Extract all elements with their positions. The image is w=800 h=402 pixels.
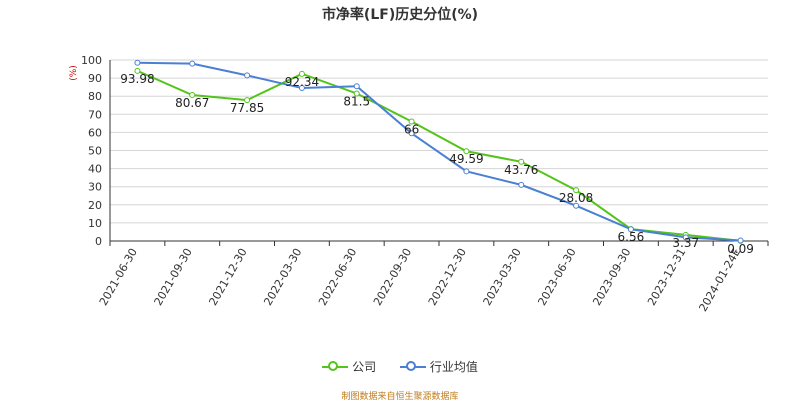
data-point — [244, 72, 251, 79]
x-tick-label: 2022-06-30 — [316, 246, 359, 308]
legend-swatch-company — [322, 360, 349, 373]
y-tick-label: 100 — [81, 54, 102, 67]
data-point — [737, 237, 744, 244]
data-label: 66 — [404, 123, 419, 137]
x-tick-label: 2023-12-31 — [645, 246, 688, 308]
x-tick-label: 2022-12-30 — [426, 246, 469, 308]
data-point — [244, 97, 251, 104]
x-tick-label: 2024-01-24E — [696, 246, 743, 314]
data-point — [518, 158, 525, 165]
data-label: 3.37 — [672, 236, 699, 250]
x-tick-label: 2021-12-30 — [206, 246, 249, 308]
legend-label-industry-average: 行业均值 — [429, 360, 478, 374]
x-tick-label: 2021-09-30 — [152, 246, 195, 308]
data-point — [518, 181, 525, 188]
x-tick-label: 2023-09-30 — [590, 246, 633, 308]
data-point — [298, 70, 305, 77]
data-point — [573, 187, 580, 194]
data-point — [627, 226, 634, 233]
data-point — [682, 234, 689, 241]
data-label: 6.56 — [618, 230, 645, 244]
y-tick-label: 60 — [88, 126, 102, 139]
x-tick-label: 2022-03-30 — [261, 246, 304, 308]
legend-label-company: 公司 — [352, 360, 377, 374]
legend-item-company[interactable]: 公司 — [322, 358, 376, 375]
data-label: 28.08 — [559, 191, 593, 205]
data-label: 43.76 — [504, 163, 538, 177]
x-tick-label: 2022-09-30 — [371, 246, 414, 308]
data-point — [189, 91, 196, 98]
y-tick-label: 30 — [88, 181, 102, 194]
legend-item-industry-average[interactable]: 行业均值 — [399, 358, 478, 375]
data-point — [134, 59, 141, 66]
y-tick-label: 40 — [88, 163, 102, 176]
data-point — [189, 60, 196, 67]
data-point — [353, 90, 360, 97]
y-tick-label: 80 — [88, 90, 102, 103]
data-point — [573, 202, 580, 209]
y-tick-label: 90 — [88, 72, 102, 85]
x-tick-label: 2023-06-30 — [535, 246, 578, 308]
data-label: 81.5 — [343, 94, 370, 108]
data-point — [463, 168, 470, 175]
series-line-1 — [137, 61, 741, 242]
y-tick-label: 10 — [88, 217, 102, 230]
data-label: 93.98 — [120, 72, 154, 86]
data-label: 49.59 — [449, 152, 483, 166]
chart-title: 市净率(LF)历史分位(%) — [321, 7, 479, 23]
data-label: 80.67 — [175, 96, 209, 110]
legend: 公司 行业均值 — [0, 358, 800, 376]
data-point — [353, 83, 360, 90]
x-tick-label: 2023-03-30 — [481, 246, 524, 308]
source-note: 制图数据来自恒生聚源数据库 — [341, 392, 459, 402]
y-tick-label: 20 — [88, 199, 102, 212]
data-point — [134, 67, 141, 74]
data-label: 92.34 — [285, 75, 319, 89]
x-tick-label: 2021-06-30 — [97, 246, 140, 308]
data-point — [408, 118, 415, 125]
legend-swatch-industry-average — [399, 360, 426, 373]
data-label: 0.09 — [727, 242, 754, 256]
y-tick-label: 70 — [88, 108, 102, 121]
y-tick-label: 50 — [88, 145, 102, 158]
data-label: 77.85 — [230, 101, 264, 115]
y-tick-label: 0 — [95, 235, 102, 248]
data-point — [463, 148, 470, 155]
data-point — [408, 130, 415, 137]
data-point — [298, 85, 305, 92]
